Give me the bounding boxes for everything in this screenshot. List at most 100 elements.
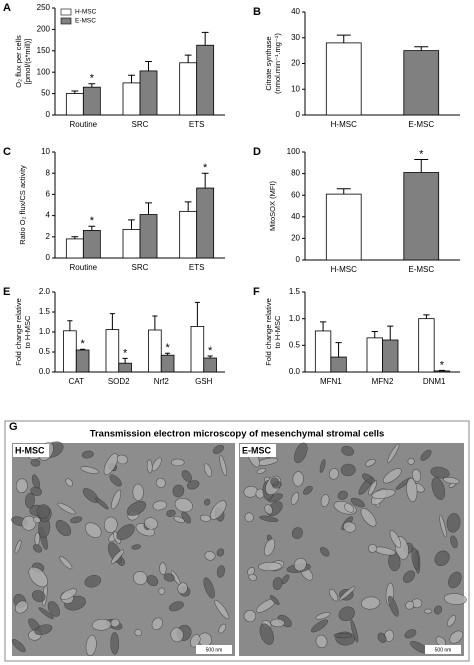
organelle — [30, 486, 42, 496]
bar — [148, 329, 162, 373]
bar — [82, 230, 101, 259]
x-tick-label: SOD2 — [108, 377, 130, 386]
organelle — [291, 527, 303, 539]
error-bar — [184, 54, 192, 63]
organelle — [168, 601, 184, 612]
organelle — [14, 540, 22, 554]
error-bar — [109, 313, 115, 330]
organelle — [199, 514, 211, 522]
y-tick-label: 1.0 — [289, 314, 301, 323]
bar — [190, 325, 205, 373]
organelle — [303, 485, 313, 495]
image-texture — [11, 441, 467, 656]
scale-bg — [196, 645, 232, 654]
organelle — [158, 587, 166, 595]
organelle — [343, 521, 356, 533]
bar — [330, 356, 347, 373]
organelle — [315, 634, 328, 649]
legend-swatch — [60, 17, 72, 25]
significance-mark: * — [203, 162, 208, 174]
organelle — [47, 601, 60, 617]
label-bg — [13, 444, 49, 457]
organelle — [389, 530, 402, 548]
organelle — [30, 458, 41, 467]
bar — [382, 339, 399, 373]
y-tick-label: 40 — [291, 212, 300, 221]
organelle — [14, 600, 29, 614]
organelle — [292, 471, 304, 487]
y-tick-label: 0 — [296, 255, 301, 264]
organelle — [268, 493, 283, 503]
organelle — [152, 500, 167, 511]
organelle — [163, 573, 175, 582]
image-label: E-MSC — [242, 445, 272, 455]
error-bar — [88, 83, 96, 88]
organelle — [256, 468, 266, 474]
organelle — [146, 459, 153, 474]
bar — [196, 44, 215, 116]
y-tick-label: 10 — [291, 84, 300, 93]
organelle — [430, 466, 450, 479]
organelle — [320, 546, 330, 557]
organelle — [133, 571, 148, 585]
y-tick-label: 40 — [291, 7, 300, 16]
organelle — [181, 470, 192, 482]
panel-letter: A — [3, 2, 11, 14]
y-tick-label: 150 — [37, 46, 51, 55]
error-bar — [145, 202, 152, 215]
organelle — [290, 492, 300, 505]
x-tick-label: Routine — [70, 120, 98, 129]
organelle — [382, 468, 402, 484]
bar — [325, 193, 362, 261]
bar — [203, 357, 217, 373]
organelle — [81, 450, 94, 459]
panel-g-title: Transmission electron microscopy of mese… — [90, 429, 385, 440]
y-tick-label: 2 — [46, 232, 51, 241]
organelle — [264, 504, 273, 515]
organelle — [434, 550, 450, 566]
organelle — [55, 520, 72, 537]
y-axis-label: to H-MSC — [273, 315, 282, 349]
x-tick-label: ETS — [189, 263, 205, 272]
organelle — [387, 595, 399, 617]
error-bar — [145, 61, 152, 71]
organelle — [151, 617, 163, 630]
y-axis-label: Fold change relative — [14, 298, 23, 366]
organelle — [85, 634, 97, 656]
organelle — [32, 544, 43, 553]
organelle — [248, 573, 257, 581]
bar — [179, 210, 198, 259]
organelle — [70, 516, 83, 524]
error-bar — [80, 348, 86, 350]
organelle — [450, 535, 458, 549]
organelle — [338, 606, 355, 622]
organelle — [403, 570, 416, 583]
bar — [122, 82, 141, 116]
legend-swatch — [60, 8, 72, 16]
y-axis-label: (nmol.min⁻¹.mg⁻¹) — [273, 33, 282, 94]
y-axis-label: O₂ flux per cells — [14, 35, 23, 88]
scale-bar: 500 nm — [435, 647, 452, 653]
significance-mark: * — [90, 215, 95, 227]
organelle — [337, 490, 348, 500]
legend-label: E-MSC — [75, 18, 96, 25]
panel-letter: F — [253, 286, 260, 298]
significance-mark: * — [208, 345, 213, 357]
organelle — [368, 480, 378, 496]
organelle — [132, 483, 144, 501]
y-tick-label: 0.0 — [39, 367, 51, 376]
organelle — [25, 492, 35, 509]
organelle — [116, 524, 135, 541]
organelle — [190, 634, 201, 648]
organelle — [216, 548, 225, 557]
x-tick-label: Routine — [70, 263, 98, 272]
error-bar — [207, 355, 213, 358]
error-bar — [387, 325, 394, 340]
organelle — [172, 484, 185, 498]
organelle — [449, 630, 464, 644]
organelle — [84, 522, 102, 538]
organelle — [340, 463, 356, 477]
organelle — [377, 632, 387, 643]
organelle — [243, 610, 257, 623]
organelle — [404, 629, 417, 639]
